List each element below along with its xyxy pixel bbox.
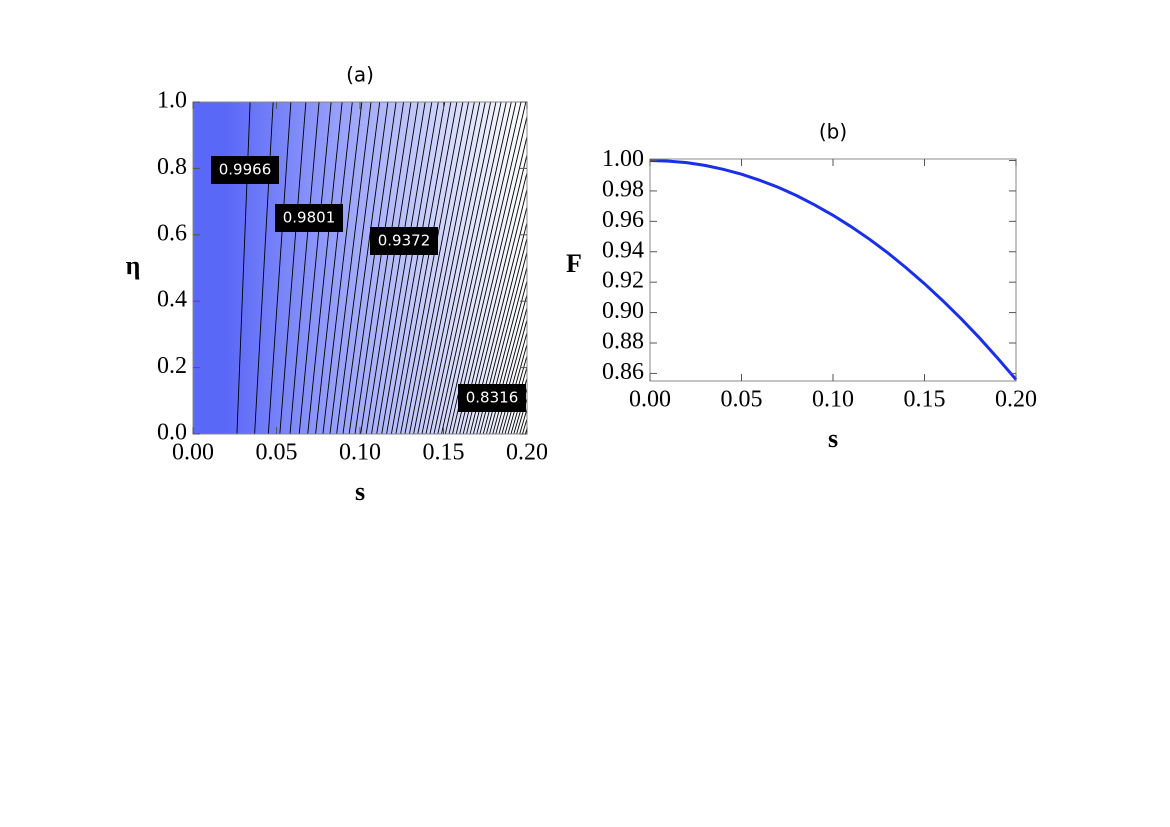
x-axis-label: s xyxy=(355,477,365,506)
x-tick-label: 0.00 xyxy=(629,387,671,413)
contour-label-box xyxy=(211,156,279,184)
x-tick-label: 0.15 xyxy=(904,387,946,413)
contour-label-box xyxy=(458,384,526,412)
contour-line xyxy=(455,134,527,434)
contour-line xyxy=(381,102,439,434)
y-tick-label: 0.4 xyxy=(157,287,187,313)
contour-line xyxy=(365,102,419,434)
y-tick-label: 0.92 xyxy=(602,268,644,294)
contour-line xyxy=(322,102,363,434)
contour-line xyxy=(307,102,343,434)
contour-line xyxy=(404,102,469,434)
contour-line xyxy=(452,114,527,434)
contour-line xyxy=(289,102,320,434)
contour-line xyxy=(354,102,405,434)
x-tick-label: 0.05 xyxy=(721,387,763,413)
contour-line xyxy=(433,102,507,434)
contour-line xyxy=(390,102,452,434)
y-tick-label: 0.98 xyxy=(602,176,644,202)
contour-line xyxy=(476,236,527,434)
x-tick-label: 0.15 xyxy=(423,440,465,466)
contour-line xyxy=(492,306,527,434)
contour-line xyxy=(437,102,512,434)
chart-title: (b) xyxy=(819,120,847,144)
contour-line xyxy=(336,102,381,434)
y-tick-label: 0.88 xyxy=(602,328,644,354)
contour-line xyxy=(472,220,527,434)
y-tick-label: 0.0 xyxy=(157,420,187,446)
chart-title: (a) xyxy=(346,63,374,87)
contour-line xyxy=(462,170,527,434)
y-tick-label: 1.00 xyxy=(602,146,644,172)
y-tick-label: 1.0 xyxy=(157,88,187,114)
plot-frame xyxy=(649,158,1017,382)
contour-label-box xyxy=(370,227,438,255)
y-tick-label: 0.94 xyxy=(602,237,644,263)
contour-line xyxy=(376,102,433,434)
line xyxy=(649,159,1018,381)
contour-line xyxy=(485,279,527,434)
contour-line xyxy=(495,318,527,434)
y-tick-label: 0.8 xyxy=(157,154,187,180)
contour-line xyxy=(413,102,481,434)
contour-line xyxy=(466,187,527,434)
contour-line xyxy=(513,386,527,434)
contour-line xyxy=(459,152,527,434)
contour-line xyxy=(469,204,527,434)
contour-line xyxy=(441,102,517,434)
y-axis-label: F xyxy=(566,249,582,278)
contour-line xyxy=(504,354,527,434)
x-axis-label: s xyxy=(828,424,838,453)
contour-line xyxy=(489,292,527,434)
contour-line xyxy=(448,102,527,434)
x-tick-label: 0.10 xyxy=(812,387,854,413)
contour-lines xyxy=(236,102,527,434)
contour-label-box xyxy=(275,204,343,232)
contour-line xyxy=(395,102,458,434)
x-tick-label: 0.20 xyxy=(995,387,1037,413)
x-tick-label: 0.00 xyxy=(172,440,214,466)
contour-line xyxy=(360,102,412,434)
contour-label: 0.9372 xyxy=(378,232,431,250)
contour-line xyxy=(315,102,353,434)
x-tick-label: 0.20 xyxy=(506,440,548,466)
contour-line xyxy=(348,102,397,434)
y-tick-label: 0.2 xyxy=(157,353,187,379)
contour-line xyxy=(421,102,492,434)
x-tick-label: 0.10 xyxy=(339,440,381,466)
contour-line xyxy=(267,102,292,434)
contour-line xyxy=(425,102,497,434)
contour-line xyxy=(298,102,332,434)
y-tick-label: 0.96 xyxy=(602,207,644,233)
y-axis-label: η xyxy=(126,251,141,280)
contour-label: 0.8316 xyxy=(466,389,519,407)
contour-line xyxy=(329,102,372,434)
contour-line xyxy=(444,102,522,434)
y-tick-label: 0.86 xyxy=(602,359,644,385)
contour-line xyxy=(501,342,527,434)
contour-line xyxy=(371,102,426,434)
contour-line xyxy=(417,102,486,434)
x-tick-label: 0.05 xyxy=(256,440,298,466)
y-tick-label: 0.90 xyxy=(602,298,644,324)
contour-line xyxy=(429,102,502,434)
contour-line xyxy=(408,102,475,434)
contour-label: 0.9801 xyxy=(283,209,336,227)
contour-line xyxy=(479,250,527,434)
contour-label: 0.9966 xyxy=(219,161,272,179)
contour-line xyxy=(498,330,527,434)
contour-line xyxy=(342,102,389,434)
contour-line xyxy=(400,102,464,434)
contour-line xyxy=(386,102,446,434)
y-tick-label: 0.6 xyxy=(157,220,187,246)
contour-line xyxy=(279,102,307,434)
contour-line xyxy=(507,365,527,434)
panel: 0.9966 0.9801 0.9372 0.8316 0.00 0.05 0.10 0.15… xyxy=(126,63,548,506)
panel: 0.00 0.05 0.10 0.15 0.20 0.86 0.88 0.90 0.92 0.94… xyxy=(566,120,1037,453)
